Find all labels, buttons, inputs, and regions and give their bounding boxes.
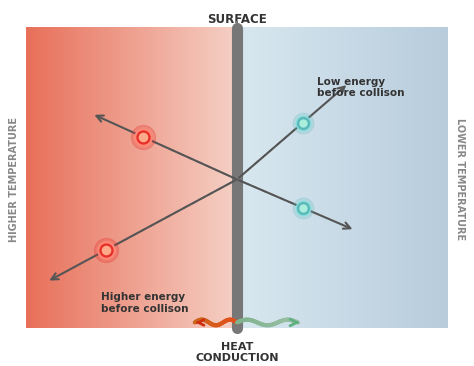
- Text: CONDUCTION: CONDUCTION: [195, 352, 279, 362]
- Point: [102, 247, 109, 253]
- Point: [299, 205, 306, 210]
- Point: [139, 134, 147, 140]
- Point: [299, 205, 306, 210]
- Point: [139, 134, 147, 140]
- Point: [139, 134, 147, 140]
- Text: LOWER TEMPERATURE: LOWER TEMPERATURE: [455, 118, 465, 240]
- Point: [102, 247, 109, 253]
- Point: [299, 120, 306, 126]
- Point: [299, 120, 306, 126]
- Point: [299, 120, 306, 126]
- Text: HEAT: HEAT: [221, 342, 253, 352]
- Text: Low energy
before collison: Low energy before collison: [317, 77, 404, 98]
- Point: [299, 205, 306, 210]
- Text: SURFACE: SURFACE: [207, 14, 267, 26]
- Point: [102, 247, 109, 253]
- Text: Higher energy
before collison: Higher energy before collison: [101, 292, 189, 314]
- Text: HIGHER TEMPERATURE: HIGHER TEMPERATURE: [9, 117, 19, 242]
